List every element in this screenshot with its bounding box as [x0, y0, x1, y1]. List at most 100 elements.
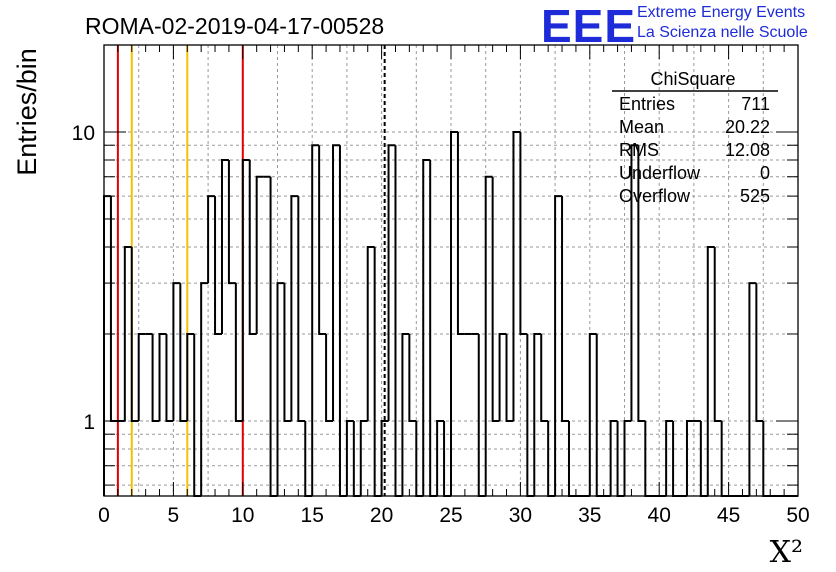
histogram-bin: [179, 283, 188, 422]
x-tick-label: 10: [231, 504, 254, 527]
histogram-bin: [665, 419, 674, 496]
histogram-bin: [408, 333, 417, 422]
histogram-bin: [380, 419, 389, 496]
histogram-bin: [248, 159, 257, 335]
histogram-bin: [373, 246, 382, 497]
tick-labels: 0 5 10 15 20 25 30 35 40 45 50 1 10: [72, 122, 810, 527]
histogram-bin: [234, 283, 243, 422]
histogram-bin: [554, 195, 563, 496]
histogram-bin: [429, 159, 438, 497]
x-axis-label: X²: [770, 535, 803, 570]
histogram-bin: [505, 333, 514, 422]
histogram-bin: [685, 419, 694, 496]
histogram-bin: [623, 419, 632, 496]
histogram-bin: [630, 144, 639, 421]
histogram-bin: [332, 144, 340, 421]
histogram-bin: [588, 332, 597, 496]
histogram-bin: [422, 158, 431, 496]
histogram-bin: [158, 332, 167, 421]
histogram-bin: [165, 333, 174, 422]
x-tick-label: 0: [98, 504, 110, 527]
histogram-bin: [450, 130, 458, 496]
histogram-bin: [519, 131, 528, 335]
histogram-bin: [713, 246, 722, 422]
x-tick-label: 15: [301, 504, 324, 527]
histogram-bin: [255, 175, 264, 334]
histogram-bin: [151, 333, 160, 422]
histogram-bin: [241, 158, 250, 421]
stats-label: Mean: [619, 117, 664, 137]
histogram-bin: [748, 282, 757, 496]
y-axis-label: Entries/bin: [12, 48, 42, 176]
histogram-bin: [595, 333, 604, 497]
x-tick-label: 30: [509, 504, 532, 527]
histogram-bin: [401, 332, 410, 496]
eee-logo: EEE: [541, 0, 637, 52]
stats-value: 525: [740, 186, 770, 206]
histogram-bin: [172, 282, 181, 421]
axis-ticks: [103, 44, 799, 496]
stats-value: 20.22: [725, 117, 770, 137]
histogram-bin: [609, 419, 618, 496]
x-tick-label: 25: [439, 504, 462, 527]
histogram-bin: [220, 158, 229, 334]
histogram-bin: [200, 282, 209, 496]
histogram-bin: [290, 195, 299, 421]
histogram-bin: [325, 333, 334, 422]
stats-label: Entries: [619, 94, 675, 114]
histogram-bin: [526, 333, 535, 497]
x-tick-label: 45: [717, 504, 740, 527]
x-tick-label: 35: [578, 504, 601, 527]
histogram-bin: [491, 176, 500, 422]
histogram-bin: [311, 144, 320, 496]
histogram-bin: [706, 245, 715, 496]
histogram-bin: [359, 419, 368, 496]
logo-line-2: La Scienza nelle Scuole: [637, 24, 808, 41]
histogram-bin: [276, 282, 285, 496]
histogram-bin: [186, 332, 195, 421]
histogram-bin: [137, 332, 146, 421]
stats-label: Overflow: [619, 186, 691, 206]
histogram-bin: [512, 130, 521, 421]
stats-value: 711: [741, 94, 770, 114]
chart-title: ROMA-02-2019-04-17-00528: [85, 13, 384, 39]
histogram-bin: [533, 332, 542, 496]
histogram-bin: [755, 283, 764, 422]
histogram-bin: [394, 145, 403, 497]
histogram-bin: [387, 144, 396, 421]
stats-value: 0: [760, 163, 770, 183]
stats-title: ChiSquare: [650, 69, 735, 89]
histogram-bin: [498, 332, 507, 421]
histogram-bin: [456, 131, 465, 335]
histogram-bin: [227, 159, 236, 285]
histogram-bin: [103, 195, 111, 496]
logo-line-1: Extreme Energy Events: [637, 4, 806, 21]
stats-value: 12.08: [725, 140, 770, 160]
histogram-bin: [338, 145, 347, 497]
histogram-bin: [123, 245, 132, 421]
y-tick-label: 10: [72, 122, 95, 145]
histogram-bin: [345, 419, 354, 496]
x-tick-label: 5: [168, 504, 180, 527]
histogram-bin: [193, 333, 202, 497]
x-tick-label: 50: [786, 504, 809, 527]
histogram-bin: [318, 145, 327, 335]
histogram-bin: [436, 419, 445, 496]
histogram-bin: [283, 283, 292, 422]
histogram-bin: [477, 333, 486, 497]
y-tick-label: 1: [83, 411, 95, 434]
histogram-bin: [207, 195, 216, 284]
stats-label: RMS: [619, 140, 659, 160]
histogram-bin: [269, 176, 278, 497]
histogram-bin: [214, 196, 222, 335]
histogram-bin: [297, 196, 306, 422]
histogram-bin: [561, 196, 569, 422]
histogram-bin: [130, 246, 139, 422]
x-tick-label: 40: [648, 504, 671, 527]
histogram-bin: [109, 196, 118, 422]
stats-box: ChiSquare Entries 711 Mean 20.22 RMS 12.08 Und…: [612, 69, 778, 206]
histogram-bin: [484, 175, 493, 496]
stats-label: Underflow: [619, 163, 701, 183]
marker-lines: [116, 45, 386, 496]
